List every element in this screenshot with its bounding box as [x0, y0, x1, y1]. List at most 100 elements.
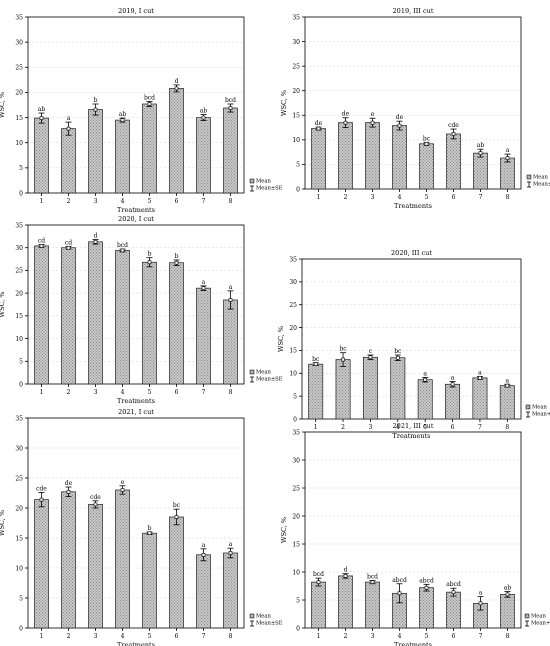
mean-marker: [316, 580, 321, 584]
legend-marker-mean: [526, 405, 530, 409]
x-tick-label: 2: [67, 633, 71, 640]
x-tick-label: 2: [344, 633, 348, 640]
y-tick-label: 30: [289, 279, 297, 286]
y-tick-label: 0: [296, 625, 300, 632]
x-tick-label: 3: [371, 194, 375, 201]
significance-letter: cde: [90, 494, 101, 501]
legend-label-mean: Mean: [532, 405, 547, 411]
significance-letter: ab: [200, 108, 208, 115]
mean-marker: [451, 590, 456, 594]
mean-marker: [341, 357, 345, 362]
y-tick-label: 35: [292, 14, 300, 21]
significance-letter: abcd: [419, 577, 434, 584]
x-tick-label: 7: [479, 194, 483, 201]
y-axis-label: WSC, %: [0, 291, 6, 317]
bar: [446, 133, 461, 190]
y-tick-label: 35: [15, 415, 23, 422]
mean-marker: [423, 377, 427, 382]
mean-marker: [450, 382, 455, 387]
plot-frame: [304, 16, 522, 190]
y-axis-label: WSC, %: [0, 510, 6, 536]
bar: [472, 377, 488, 420]
significance-letter: bcd: [117, 242, 128, 249]
mean-marker: [228, 106, 233, 110]
bar: [61, 128, 76, 194]
chart-title: 2021, III cut: [393, 422, 434, 430]
x-tick-label: 6: [452, 633, 456, 640]
mean-marker: [343, 120, 348, 125]
x-tick-label: 7: [478, 424, 482, 431]
significance-letter: bc: [312, 356, 320, 363]
mean-marker: [120, 488, 125, 492]
significance-letter: bc: [173, 502, 181, 509]
legend-marker-mean: [527, 175, 531, 179]
bar: [365, 122, 380, 190]
x-tick-label: 5: [423, 424, 427, 431]
mean-marker: [174, 260, 179, 265]
bar: [196, 554, 211, 629]
bar: [223, 299, 238, 385]
significance-letter: de: [65, 480, 73, 487]
mean-marker: [93, 240, 98, 244]
mean-marker: [397, 591, 402, 596]
y-tick-label: 35: [15, 14, 23, 21]
significance-letter: de: [315, 120, 323, 127]
mean-marker: [478, 601, 483, 606]
significance-letter: b: [94, 97, 98, 104]
bar: [223, 107, 238, 194]
y-tick-label: 20: [15, 90, 23, 97]
x-tick-label: 8: [506, 633, 510, 640]
mean-marker: [478, 151, 483, 155]
mean-marker: [397, 123, 402, 128]
mean-marker: [424, 585, 429, 590]
x-tick-label: 5: [425, 633, 429, 640]
chart-panel-1: 0 5 10 15 20 25 30 35 ab 1 a 2 b 3 ab 4 bcd 5 d 6 ab 7 bcd 8 201…: [0, 7, 283, 214]
x-axis-label: Treatments: [117, 397, 155, 405]
x-tick-label: 8: [229, 633, 233, 640]
x-tick-label: 8: [229, 198, 233, 205]
bar: [142, 103, 157, 194]
significance-letter: a: [423, 370, 427, 377]
chart-title: 2020, III cut: [391, 249, 432, 257]
legend-label-se: Mean+SE: [531, 621, 550, 627]
y-tick-label: 10: [292, 569, 300, 576]
x-tick-label: 8: [506, 194, 510, 201]
x-tick-label: 2: [67, 389, 71, 396]
significance-letter: de: [342, 111, 350, 118]
mean-marker: [66, 245, 71, 250]
significance-letter: bc: [394, 348, 402, 355]
plot-frame: [301, 258, 522, 420]
legend-label-se: Mean±SE: [533, 182, 550, 188]
significance-letter: bcd: [144, 94, 155, 101]
y-tick-label: 30: [15, 445, 23, 452]
bar: [115, 489, 130, 629]
y-tick-label: 5: [19, 165, 23, 172]
chart-panel-4: 0 5 10 15 20 25 30 35 bc 1 bc 2 c 3 bc 4 a 5 a 6 a 7 a 8 2020, I…: [277, 249, 550, 440]
significance-letter: c: [369, 348, 373, 355]
significance-letter: a: [479, 590, 483, 597]
x-tick-label: 8: [229, 389, 233, 396]
y-tick-label: 20: [292, 513, 300, 520]
legend-marker-mean: [525, 614, 529, 618]
y-axis-label: WSC, %: [280, 90, 288, 116]
x-tick-label: 1: [40, 198, 44, 205]
x-axis-label: Treatments: [393, 432, 431, 440]
y-tick-label: 25: [15, 475, 23, 482]
x-tick-label: 4: [121, 198, 125, 205]
y-tick-label: 35: [292, 429, 300, 436]
x-tick-label: 4: [121, 633, 125, 640]
y-tick-label: 25: [292, 63, 300, 70]
bar: [500, 157, 515, 190]
mean-marker: [39, 116, 44, 120]
legend-label-se: Mean+SE: [532, 412, 550, 418]
significance-letter: cd: [65, 239, 72, 246]
legend-label-se: Mean±SE: [256, 377, 283, 383]
significance-letter: a: [506, 377, 510, 384]
mean-marker: [147, 102, 152, 106]
legend-label-se: Mean±SE: [256, 186, 283, 192]
y-tick-label: 30: [15, 245, 23, 252]
mean-marker: [368, 355, 373, 360]
x-tick-label: 6: [175, 633, 179, 640]
